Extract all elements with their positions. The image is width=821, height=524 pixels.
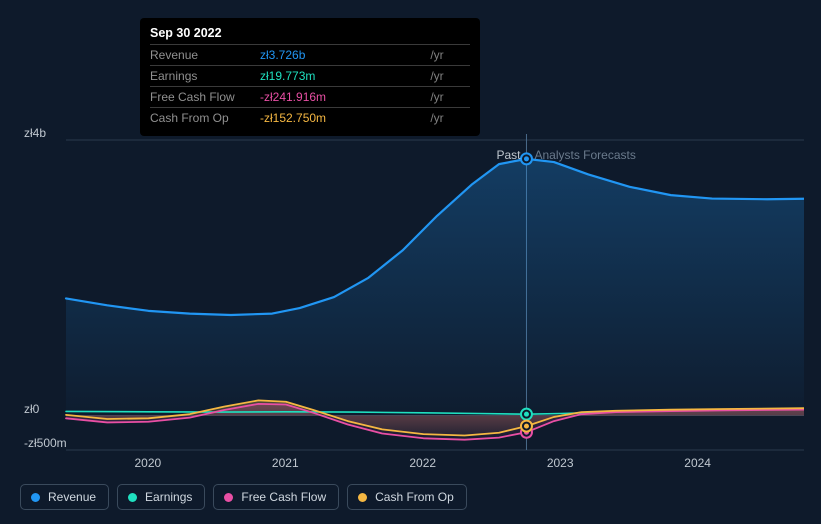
tooltip-title: Sep 30 2022: [150, 24, 470, 44]
tooltip-row-value: zł3.726b: [260, 45, 426, 66]
tooltip-row-unit: /yr: [426, 45, 470, 66]
legend-dot-icon: [224, 493, 233, 502]
y-tick-label: zł4b: [24, 126, 46, 140]
tooltip-row-label: Revenue: [150, 45, 260, 66]
legend-dot-icon: [358, 493, 367, 502]
tooltip-row-unit: /yr: [426, 87, 470, 108]
tooltip: Sep 30 2022 Revenuezł3.726b/yrEarningszł…: [140, 18, 480, 136]
legend-label: Earnings: [145, 490, 192, 504]
tooltip-row-label: Earnings: [150, 66, 260, 87]
tooltip-row-unit: /yr: [426, 108, 470, 129]
legend-dot-icon: [128, 493, 137, 502]
x-tick-label: 2024: [684, 456, 711, 470]
tooltip-table: Revenuezł3.726b/yrEarningszł19.773m/yrFr…: [150, 44, 470, 128]
legend-label: Revenue: [48, 490, 96, 504]
x-tick-label: 2020: [134, 456, 161, 470]
legend-item-cash-from-op[interactable]: Cash From Op: [347, 484, 467, 510]
tooltip-row-label: Free Cash Flow: [150, 87, 260, 108]
tooltip-row-value: zł19.773m: [260, 66, 426, 87]
forecast-label: Analysts Forecasts: [534, 148, 635, 162]
y-tick-label: -zł500m: [24, 436, 67, 450]
legend-label: Free Cash Flow: [241, 490, 326, 504]
legend-item-earnings[interactable]: Earnings: [117, 484, 205, 510]
x-tick-label: 2021: [272, 456, 299, 470]
x-tick-label: 2023: [547, 456, 574, 470]
tooltip-row: Cash From Op-zł152.750m/yr: [150, 108, 470, 129]
legend-dot-icon: [31, 493, 40, 502]
legend-item-free-cash-flow[interactable]: Free Cash Flow: [213, 484, 339, 510]
tooltip-row-unit: /yr: [426, 66, 470, 87]
legend-label: Cash From Op: [375, 490, 454, 504]
tooltip-row-value: -zł241.916m: [260, 87, 426, 108]
tooltip-row: Earningszł19.773m/yr: [150, 66, 470, 87]
tooltip-row-label: Cash From Op: [150, 108, 260, 129]
past-label: Past: [496, 148, 520, 162]
tooltip-row-value: -zł152.750m: [260, 108, 426, 129]
legend-item-revenue[interactable]: Revenue: [20, 484, 109, 510]
legend: Revenue Earnings Free Cash Flow Cash From O…: [20, 484, 467, 510]
tooltip-row: Free Cash Flow-zł241.916m/yr: [150, 87, 470, 108]
tooltip-row: Revenuezł3.726b/yr: [150, 45, 470, 66]
x-tick-label: 2022: [409, 456, 436, 470]
y-tick-label: zł0: [24, 402, 39, 416]
